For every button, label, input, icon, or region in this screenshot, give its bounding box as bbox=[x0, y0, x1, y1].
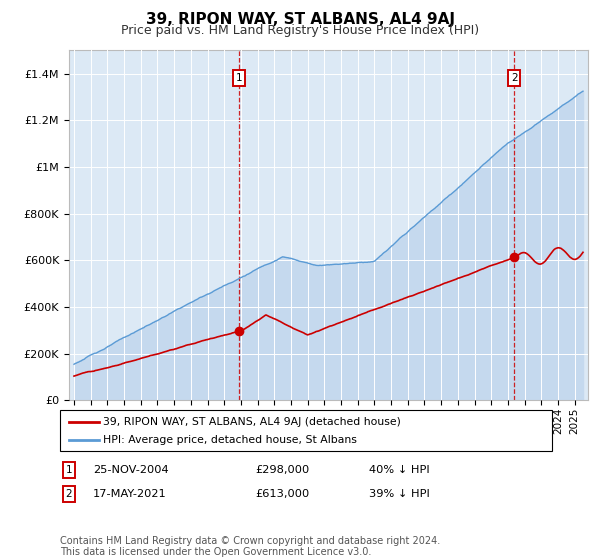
Text: 17-MAY-2021: 17-MAY-2021 bbox=[93, 489, 167, 499]
Text: 40% ↓ HPI: 40% ↓ HPI bbox=[369, 465, 430, 475]
Text: 39, RIPON WAY, ST ALBANS, AL4 9AJ (detached house): 39, RIPON WAY, ST ALBANS, AL4 9AJ (detac… bbox=[103, 417, 401, 427]
Text: £298,000: £298,000 bbox=[255, 465, 309, 475]
Text: 39% ↓ HPI: 39% ↓ HPI bbox=[369, 489, 430, 499]
Text: HPI: Average price, detached house, St Albans: HPI: Average price, detached house, St A… bbox=[103, 435, 357, 445]
Text: 1: 1 bbox=[65, 465, 73, 475]
Text: 2: 2 bbox=[511, 73, 518, 83]
Text: Contains HM Land Registry data © Crown copyright and database right 2024.
This d: Contains HM Land Registry data © Crown c… bbox=[60, 535, 440, 557]
Text: 1: 1 bbox=[236, 73, 242, 83]
Text: Price paid vs. HM Land Registry's House Price Index (HPI): Price paid vs. HM Land Registry's House … bbox=[121, 24, 479, 37]
Text: 25-NOV-2004: 25-NOV-2004 bbox=[93, 465, 169, 475]
Text: 39, RIPON WAY, ST ALBANS, AL4 9AJ: 39, RIPON WAY, ST ALBANS, AL4 9AJ bbox=[146, 12, 455, 27]
Text: £613,000: £613,000 bbox=[255, 489, 309, 499]
Text: 2: 2 bbox=[65, 489, 73, 499]
